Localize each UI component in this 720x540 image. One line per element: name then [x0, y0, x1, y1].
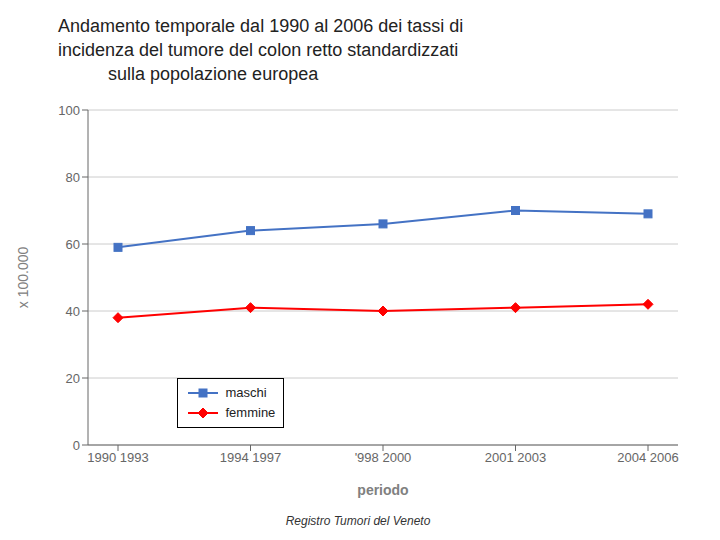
svg-text:40: 40: [66, 304, 80, 319]
svg-text:1990 1993: 1990 1993: [87, 450, 148, 465]
svg-text:20: 20: [66, 371, 80, 386]
svg-text:'998 2000: '998 2000: [355, 450, 412, 465]
svg-text:1994 1997: 1994 1997: [220, 450, 281, 465]
svg-text:2001 2003: 2001 2003: [485, 450, 546, 465]
html-text:incidenza del tumore del colon: incidenza del tumore del colon retto sta…: [58, 40, 459, 60]
html-text:maschi: maschi: [225, 385, 267, 401]
svg-text:2004 2006: 2004 2006: [617, 450, 678, 465]
html-text:femmine: femmine: [225, 405, 276, 421]
svg-text:x 100.000: x 100.000: [15, 247, 31, 309]
html-text:sulla popolazione europea: sulla popolazione europea: [58, 64, 319, 84]
svg-text:periodo: periodo: [357, 482, 408, 498]
html-text:Registro Tumori del Veneto: Registro Tumori del Veneto: [285, 514, 431, 528]
html-text:Andamento temporale dal 1990 a: Andamento temporale dal 1990 al 2006 dei…: [58, 16, 464, 36]
svg-text:60: 60: [66, 237, 80, 252]
svg-text:0: 0: [73, 438, 80, 453]
svg-text:100: 100: [58, 103, 80, 118]
svg-text:80: 80: [66, 170, 80, 185]
